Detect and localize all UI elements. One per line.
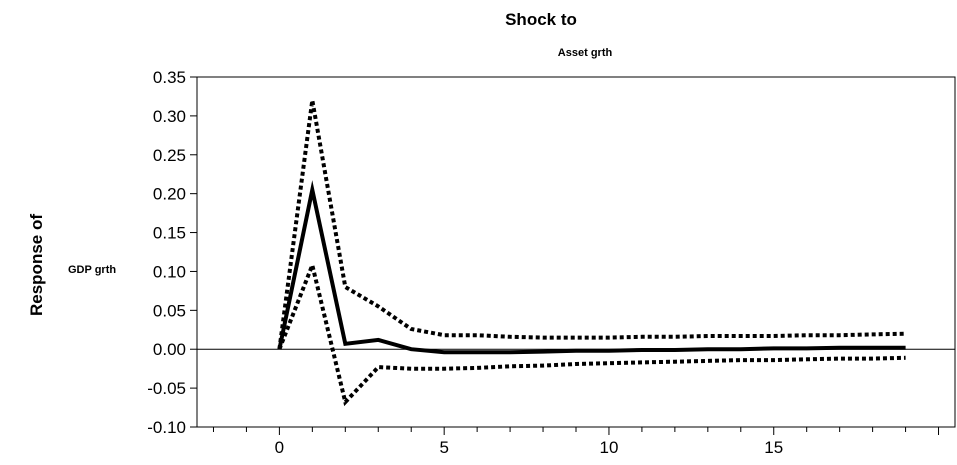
y-tick-label: 0.20	[153, 185, 186, 204]
y-tick-label: 0.15	[153, 224, 186, 243]
y-tick-label: -0.10	[147, 418, 186, 437]
y-axis-label: Response of	[27, 214, 46, 316]
x-axis-ticks: 0 5 10 15	[212, 427, 940, 457]
x-tick-label: 15	[764, 438, 783, 457]
lower-band-line	[277, 258, 906, 407]
y-tick-label: 0.25	[153, 146, 186, 165]
irf-estimate-line	[277, 180, 906, 355]
y-tick-label: 0.10	[153, 262, 186, 281]
series-layer	[277, 87, 906, 407]
y-axis-ticks: 0.35 0.30 0.25 0.20 0.15 0.10 0.05 0.00 -0.05 -0.…	[147, 68, 197, 437]
y-axis-sublabel: GDP grth	[68, 264, 116, 276]
y-tick-label: 0.35	[153, 68, 186, 87]
plot-frame	[196, 76, 956, 428]
upper-band-line	[277, 87, 906, 350]
x-tick-label: 0	[275, 438, 284, 457]
y-tick-label: 0.00	[153, 340, 186, 359]
y-tick-label: -0.05	[147, 379, 186, 398]
y-tick-label: 0.30	[153, 107, 186, 126]
x-tick-label: 10	[599, 438, 618, 457]
chart-subtitle: Asset grth	[558, 47, 613, 59]
x-tick-label: 5	[439, 438, 448, 457]
y-tick-label: 0.05	[153, 301, 186, 320]
chart-title: Shock to	[505, 10, 577, 29]
